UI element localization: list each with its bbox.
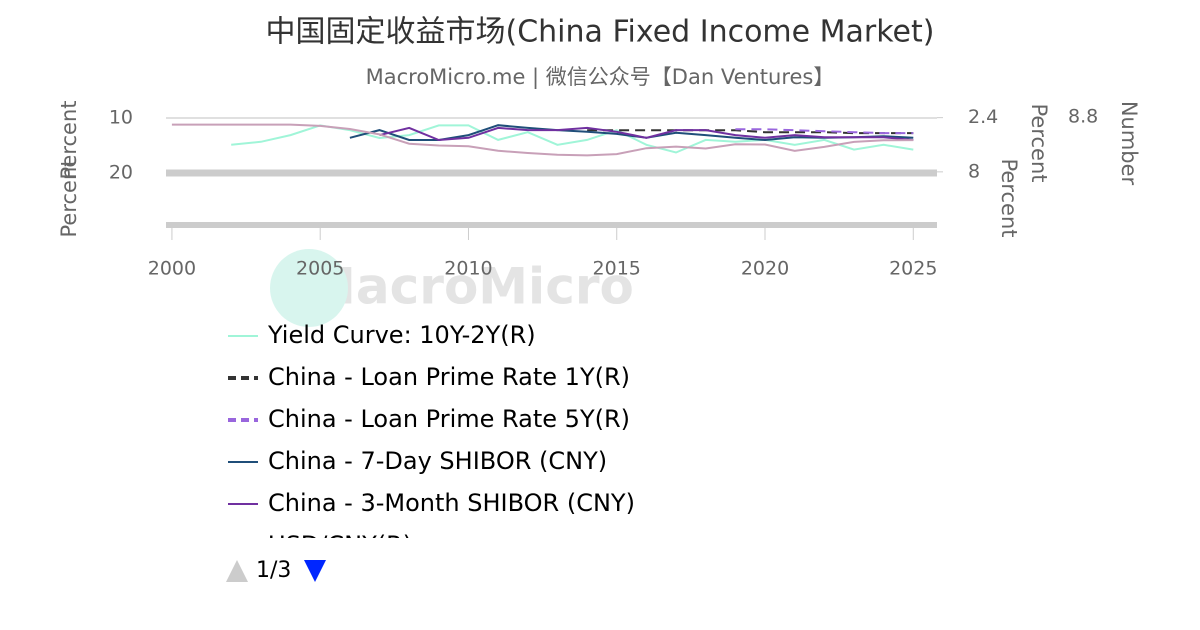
series-line — [587, 129, 914, 135]
x-tick-label: 2010 — [444, 258, 492, 280]
series-line — [379, 126, 914, 142]
y2-tick-label: 8 — [968, 160, 980, 182]
x-tick-label: 2015 — [593, 258, 641, 280]
y2-axis-label: Percent — [1027, 103, 1051, 182]
series-line — [171, 123, 914, 157]
x-tick-label: 2025 — [889, 258, 937, 280]
legend-label: China - Loan Prime Rate 5Y(R) — [268, 405, 630, 433]
legend-label: China - Loan Prime Rate 1Y(R) — [268, 363, 630, 391]
y3-tick-label: 8.8 — [1068, 106, 1098, 128]
x-tick-label: 2000 — [148, 258, 196, 280]
lower-y2-axis-label: Percent — [997, 158, 1021, 237]
chart-title: 中国固定收益市场(China Fixed Income Market) — [266, 15, 935, 50]
legend-label: China - 7-Day SHIBOR (CNY) — [268, 447, 607, 475]
series-line — [735, 128, 914, 135]
legend-prev[interactable] — [226, 560, 248, 582]
y-tick-label: 20 — [109, 162, 133, 184]
legend-label: USD/CNY(R) — [268, 531, 412, 559]
y2-tick-label: 2.4 — [968, 106, 998, 128]
y-axis-label: Percent — [57, 100, 81, 179]
watermark: MacroMicro — [306, 258, 634, 316]
chart-subtitle: MacroMicro.me | 微信公众号【Dan Ventures】 — [366, 65, 835, 90]
watermark-logo — [270, 249, 348, 327]
x-tick-label: 2005 — [296, 258, 344, 280]
y-tick-label: 10 — [109, 107, 133, 129]
legend-label: Yield Curve: 10Y-2Y(R) — [267, 321, 536, 349]
legend-page: 1/3 — [256, 558, 291, 583]
legend-label: China - 3-Month SHIBOR (CNY) — [268, 489, 635, 517]
x-tick-label: 2020 — [741, 258, 789, 280]
lower-y-axis-label: Percent — [57, 158, 81, 237]
y3-axis-label: Number — [1117, 101, 1141, 186]
plot-area: 10 20 2.4 8 8.8 2000 2005 2010 2015 2020 2025 — [109, 106, 1098, 280]
legend: Yield Curve: 10Y-2Y(R) China - Loan Prime… — [228, 321, 635, 559]
legend-next[interactable] — [304, 560, 326, 582]
